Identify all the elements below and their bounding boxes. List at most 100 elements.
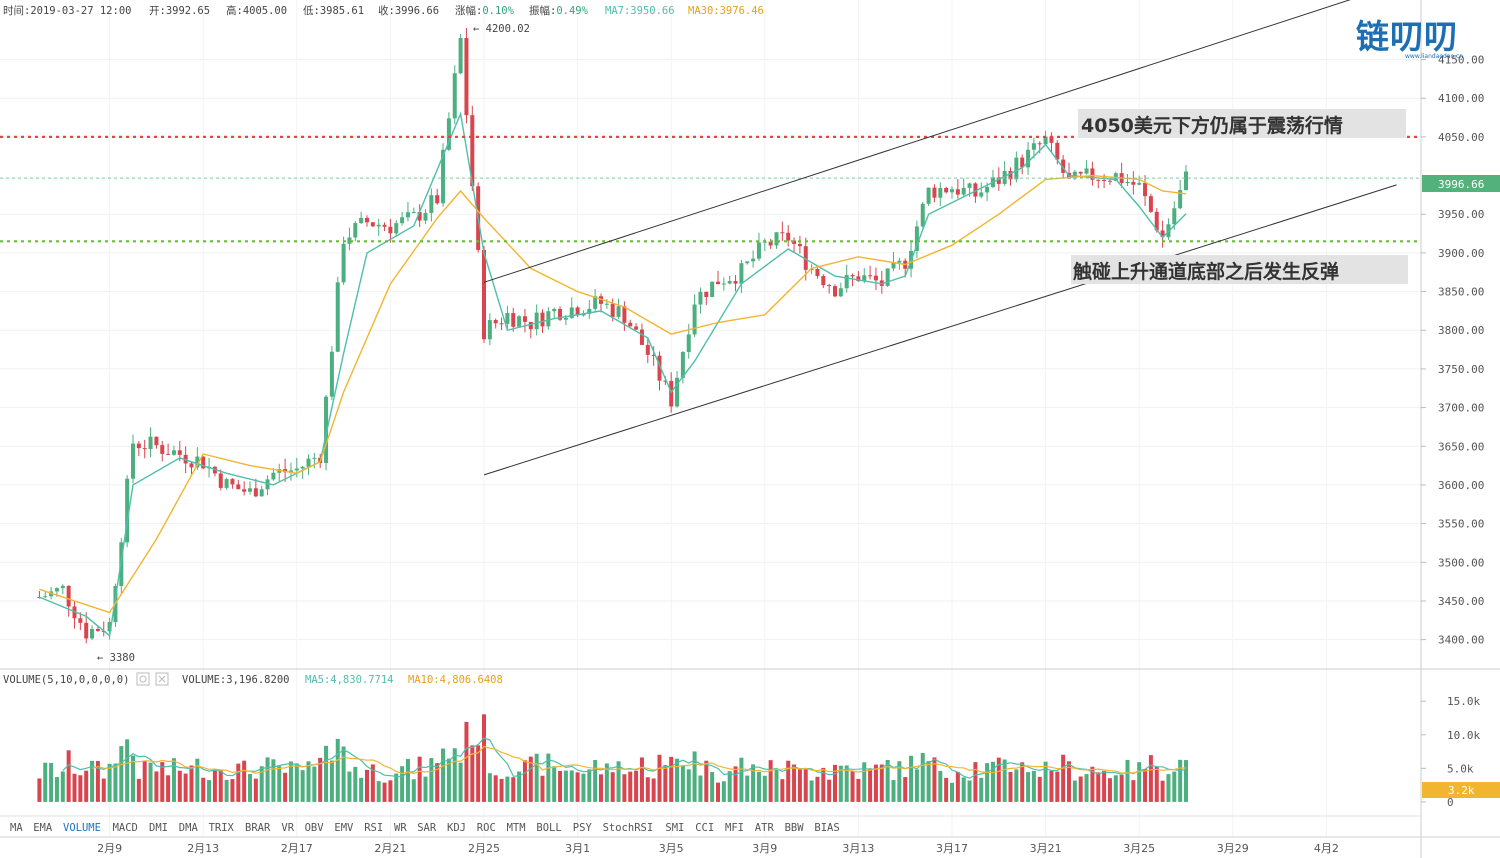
candle-body	[189, 463, 194, 468]
indicator-tab-trix[interactable]: TRIX	[209, 822, 235, 834]
indicator-tab-obv[interactable]: OBV	[305, 822, 325, 834]
candle-body	[1125, 181, 1130, 184]
candle-body	[458, 38, 463, 74]
indicator-tab-roc[interactable]: ROC	[477, 822, 496, 834]
volume-bar	[838, 765, 843, 802]
volume-bar	[429, 758, 434, 802]
candle-body	[716, 281, 720, 285]
info-open: 开:3992.65	[149, 5, 210, 17]
volume-bar	[950, 782, 954, 802]
candle-body	[733, 281, 738, 284]
candle-body	[154, 436, 159, 446]
candle-body	[288, 470, 293, 473]
indicator-tab-mtm[interactable]: MTM	[507, 822, 526, 834]
volume-bar	[248, 773, 252, 802]
indicator-tab-brar[interactable]: BRAR	[245, 822, 271, 834]
volume-bar	[365, 769, 369, 802]
indicator-tab-ma[interactable]: MA	[10, 822, 23, 834]
indicator-tab-ema[interactable]: EMA	[33, 822, 53, 834]
candle-body	[405, 212, 410, 218]
candle-body	[499, 323, 504, 325]
volume-bar	[558, 770, 563, 802]
candle-body	[95, 628, 100, 631]
x-tick-label: 2月9	[97, 842, 122, 855]
volume-bar	[1102, 770, 1107, 802]
volume-bar	[792, 764, 797, 802]
info-low: 低:3985.61	[303, 4, 364, 17]
candle-body	[780, 232, 785, 234]
volume-bar	[236, 763, 241, 802]
volume-bar	[452, 748, 457, 802]
candle-body	[1154, 211, 1159, 231]
indicator-tab-macd[interactable]: MACD	[113, 822, 138, 834]
candle-body	[1084, 168, 1089, 174]
candle-body	[1002, 171, 1007, 184]
candle-body	[1031, 143, 1036, 150]
volume-bar	[441, 748, 446, 802]
candle-body	[376, 224, 381, 227]
candle-body	[955, 189, 960, 195]
candle-body	[1160, 230, 1165, 238]
indicator-tab-dmi[interactable]: DMI	[149, 822, 168, 834]
volume-axis: 15.0k 10.0k 5.0k 0	[1421, 695, 1480, 809]
vol-tick-label: 10.0k	[1447, 729, 1480, 742]
volume-bar	[359, 777, 364, 802]
volume-bar	[511, 777, 516, 802]
candle-body	[792, 240, 797, 244]
indicator-tab-psy[interactable]: PSY	[573, 822, 593, 834]
indicator-tab-atr[interactable]: ATR	[755, 822, 775, 834]
indicator-tab-kdj[interactable]: KDJ	[447, 822, 466, 834]
candle-body	[686, 334, 691, 352]
indicator-tab-vr[interactable]: VR	[281, 822, 294, 834]
volume-bar	[300, 770, 305, 802]
volume-close-icon[interactable]	[155, 672, 169, 686]
indicator-tab-wr[interactable]: WR	[394, 822, 407, 834]
volume-bar	[207, 780, 212, 802]
volume-settings-icon[interactable]	[136, 672, 150, 686]
x-tick-label: 3月25	[1123, 842, 1155, 855]
volume-bar	[651, 778, 656, 802]
indicator-tab-emv[interactable]: EMV	[334, 822, 354, 834]
annotation-bottom: 触碰上升通道底部之后发生反弹	[1073, 260, 1339, 283]
volume-bar	[569, 770, 574, 802]
indicator-tab-boll[interactable]: BOLL	[536, 822, 561, 834]
candle-body	[552, 308, 557, 312]
volume-bar	[312, 766, 317, 802]
candle-body	[622, 306, 627, 323]
volume-bar	[1014, 769, 1019, 802]
channel-lower-line	[483, 184, 1397, 476]
indicator-tab-bias[interactable]: BIAS	[814, 822, 839, 834]
volume-bar	[522, 760, 527, 802]
indicator-tab-bbw[interactable]: BBW	[785, 822, 805, 834]
indicator-tab-dma[interactable]: DMA	[179, 822, 199, 834]
volume-bar	[1002, 759, 1007, 802]
volume-bar	[756, 771, 761, 802]
volume-bar	[1031, 770, 1036, 802]
volume-bar	[388, 780, 393, 802]
indicator-tab-mfi[interactable]: MFI	[725, 822, 744, 834]
x-tick-label: 4月2	[1314, 842, 1339, 855]
candle-body	[944, 188, 949, 193]
candle-body	[464, 38, 469, 116]
indicator-tab-sar[interactable]: SAR	[417, 822, 437, 834]
indicator-tab-stochrsi[interactable]: StochRSI	[603, 822, 654, 834]
volume-bar	[1096, 772, 1101, 802]
indicator-tab-volume[interactable]: VOLUME	[63, 822, 101, 834]
volume-bar	[125, 739, 130, 802]
volume-ma5: MA5:4,830.7714	[305, 674, 394, 686]
volume-bar	[844, 765, 849, 802]
indicator-tab-cci[interactable]: CCI	[695, 822, 714, 834]
candle-body	[868, 275, 873, 277]
candle-body	[441, 149, 446, 204]
indicator-tab-smi[interactable]: SMI	[665, 822, 684, 834]
candle-body	[142, 448, 147, 450]
volume-bar	[944, 777, 949, 802]
candle-body	[400, 217, 405, 224]
candle-body	[505, 313, 510, 324]
x-tick-label: 2月17	[281, 842, 313, 855]
y-tick-label: 3550.00	[1438, 518, 1484, 531]
indicator-tab-rsi[interactable]: RSI	[364, 822, 383, 834]
logo-url: www.liandaodao.cn	[1405, 53, 1464, 60]
x-tick-label: 3月17	[936, 842, 968, 855]
